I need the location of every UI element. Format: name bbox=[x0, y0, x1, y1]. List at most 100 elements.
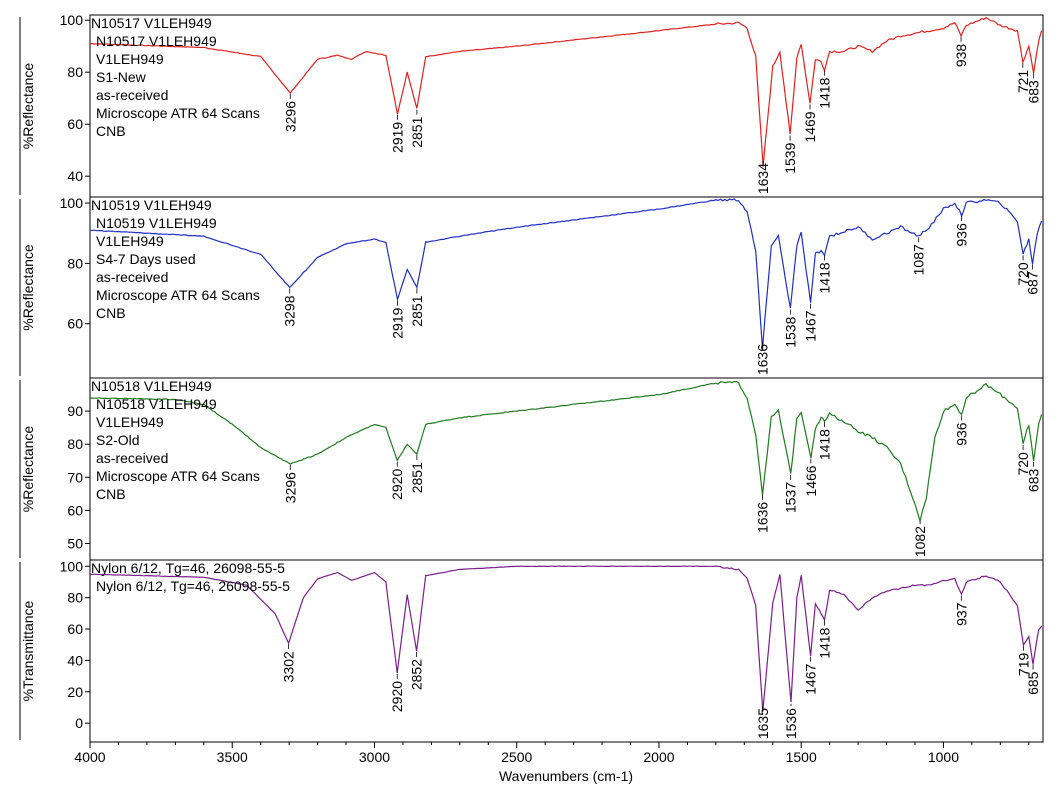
sample-annotation-line: S1-New bbox=[96, 69, 147, 85]
peak-label: 936 bbox=[954, 422, 970, 446]
sample-annotation-line: CNB bbox=[96, 305, 126, 321]
peak-label: 3296 bbox=[282, 101, 298, 132]
sample-annotation-line: V1LEH949 bbox=[96, 233, 164, 249]
peak-label: 683 bbox=[1026, 80, 1042, 104]
x-tick-label: 4000 bbox=[74, 749, 105, 765]
peak-label: 719 bbox=[1015, 653, 1031, 677]
peak-label: 1538 bbox=[782, 316, 798, 347]
y-tick-label: 60 bbox=[67, 502, 83, 518]
x-tick-label: 1500 bbox=[786, 749, 817, 765]
peak-label: 1537 bbox=[783, 482, 799, 513]
sample-annotation-line: as-received bbox=[96, 87, 168, 103]
peak-label: 2851 bbox=[409, 116, 425, 147]
sample-annotation-line: N10519 V1LEH949 bbox=[91, 197, 212, 213]
y-tick-label: 40 bbox=[67, 652, 83, 668]
y-tick-label: 20 bbox=[67, 684, 83, 700]
peak-label: 1539 bbox=[782, 142, 798, 173]
sample-annotation-line: V1LEH949 bbox=[96, 51, 164, 67]
peak-label: 1635 bbox=[755, 708, 771, 739]
sample-annotation-line: N10519 V1LEH949 bbox=[96, 215, 217, 231]
sample-annotation-line: V1LEH949 bbox=[96, 414, 164, 430]
x-tick-label: 2000 bbox=[643, 749, 674, 765]
spectrum-panel: %Reflectance 100 80 60 N10519 V1LEH949 N10519… bbox=[19, 195, 1043, 376]
y-axis-label: %Transmittance bbox=[20, 600, 36, 701]
y-tick-label: 60 bbox=[67, 116, 83, 132]
peak-label: 1636 bbox=[755, 344, 771, 375]
y-tick-label: 40 bbox=[67, 168, 83, 184]
x-tick-label: 1000 bbox=[928, 749, 959, 765]
sample-annotation-line: Microscope ATR 64 Scans bbox=[96, 105, 260, 121]
y-tick-label: 70 bbox=[67, 469, 83, 485]
peak-label: 2851 bbox=[409, 295, 425, 326]
sample-annotation-line: N10518 V1LEH949 bbox=[91, 378, 212, 394]
sample-annotation-line: Nylon 6/12, Tg=46, 26098-55-5 bbox=[96, 578, 290, 594]
sample-annotation-line: CNB bbox=[96, 486, 126, 502]
y-tick-label: 80 bbox=[67, 590, 83, 606]
peak-label: 685 bbox=[1025, 671, 1041, 695]
peak-label: 1418 bbox=[817, 627, 833, 658]
sample-annotation-line: as-received bbox=[96, 450, 168, 466]
y-tick-label: 50 bbox=[67, 535, 83, 551]
spectrum-line bbox=[89, 380, 1043, 522]
spectra-panels: %Reflectance 100 80 60 40 N10517 V1LEH949 N105… bbox=[19, 12, 1043, 740]
y-tick-label: 60 bbox=[67, 316, 83, 332]
peak-label: 1467 bbox=[803, 664, 819, 695]
peak-label: 1469 bbox=[802, 111, 818, 142]
peak-label: 720 bbox=[1015, 452, 1031, 476]
peak-label: 1466 bbox=[803, 465, 819, 496]
peak-label: 2920 bbox=[389, 469, 405, 500]
y-tick-label: 100 bbox=[60, 195, 84, 211]
y-axis-label: %Reflectance bbox=[20, 63, 36, 150]
peak-label: 3298 bbox=[282, 295, 298, 326]
y-tick-label: 90 bbox=[67, 403, 83, 419]
sample-annotation-line: N10518 V1LEH949 bbox=[96, 396, 217, 412]
y-tick-label: 100 bbox=[60, 558, 84, 574]
peak-label: 2852 bbox=[409, 659, 425, 690]
peak-label: 3302 bbox=[281, 651, 297, 682]
x-tick-label: 3000 bbox=[359, 749, 390, 765]
x-axis: 4000 3500 3000 2500 2000 1500 1000 bbox=[74, 742, 1030, 765]
peak-label: 3296 bbox=[282, 472, 298, 503]
peak-label: 2919 bbox=[390, 307, 406, 338]
sample-annotation-line: as-received bbox=[96, 269, 168, 285]
spectrum-line bbox=[90, 198, 1043, 350]
peak-label: 687 bbox=[1024, 271, 1040, 295]
x-axis-label: Wavenumbers (cm-1) bbox=[499, 768, 633, 784]
sample-annotation-line: S4-7 Days used bbox=[96, 251, 196, 267]
peak-label: 1536 bbox=[783, 708, 799, 739]
peak-label: 2851 bbox=[409, 462, 425, 493]
sample-annotation-line: S2-Old bbox=[96, 432, 140, 448]
y-tick-label: 80 bbox=[67, 255, 83, 271]
y-tick-label: 80 bbox=[67, 436, 83, 452]
peak-label: 1418 bbox=[817, 262, 833, 293]
y-tick-label: 60 bbox=[67, 621, 83, 637]
spectrum-panel: %Reflectance 100 80 60 40 N10517 V1LEH949 N105… bbox=[19, 12, 1043, 195]
sample-annotation-line: Nylon 6/12, Tg=46, 26098-55-5 bbox=[91, 560, 285, 576]
peak-label: 937 bbox=[953, 602, 969, 626]
y-tick-label: 100 bbox=[60, 12, 84, 28]
y-axis-label: %Reflectance bbox=[20, 244, 36, 331]
peak-label: 936 bbox=[954, 223, 970, 247]
sample-annotation-line: N10517 V1LEH949 bbox=[91, 15, 212, 31]
x-tick-label: 3500 bbox=[217, 749, 248, 765]
spectrum-panel: %Transmittance 100 80 60 40 20 0 Nylon 6/12, Tg… bbox=[19, 558, 1043, 740]
x-tick-label: 2500 bbox=[501, 749, 532, 765]
peak-label: 938 bbox=[953, 44, 969, 68]
peak-label: 1634 bbox=[755, 163, 771, 194]
y-tick-label: 0 bbox=[75, 715, 83, 731]
spectrum-line bbox=[90, 565, 1043, 711]
peak-label: 721 bbox=[1015, 70, 1031, 94]
peak-label: 1418 bbox=[817, 429, 833, 460]
sample-annotation-line: N10517 V1LEH949 bbox=[96, 33, 217, 49]
peak-label: 2920 bbox=[389, 681, 405, 712]
sample-annotation-line: Microscope ATR 64 Scans bbox=[96, 468, 260, 484]
peak-label: 1467 bbox=[803, 310, 819, 341]
y-axis-label: %Reflectance bbox=[20, 426, 36, 513]
peak-label: 720 bbox=[1015, 262, 1031, 286]
sample-annotation-line: CNB bbox=[96, 123, 126, 139]
peak-label: 1087 bbox=[911, 244, 927, 275]
peak-label: 1636 bbox=[755, 502, 771, 533]
peak-label: 2919 bbox=[390, 122, 406, 153]
peak-label: 1418 bbox=[817, 77, 833, 108]
